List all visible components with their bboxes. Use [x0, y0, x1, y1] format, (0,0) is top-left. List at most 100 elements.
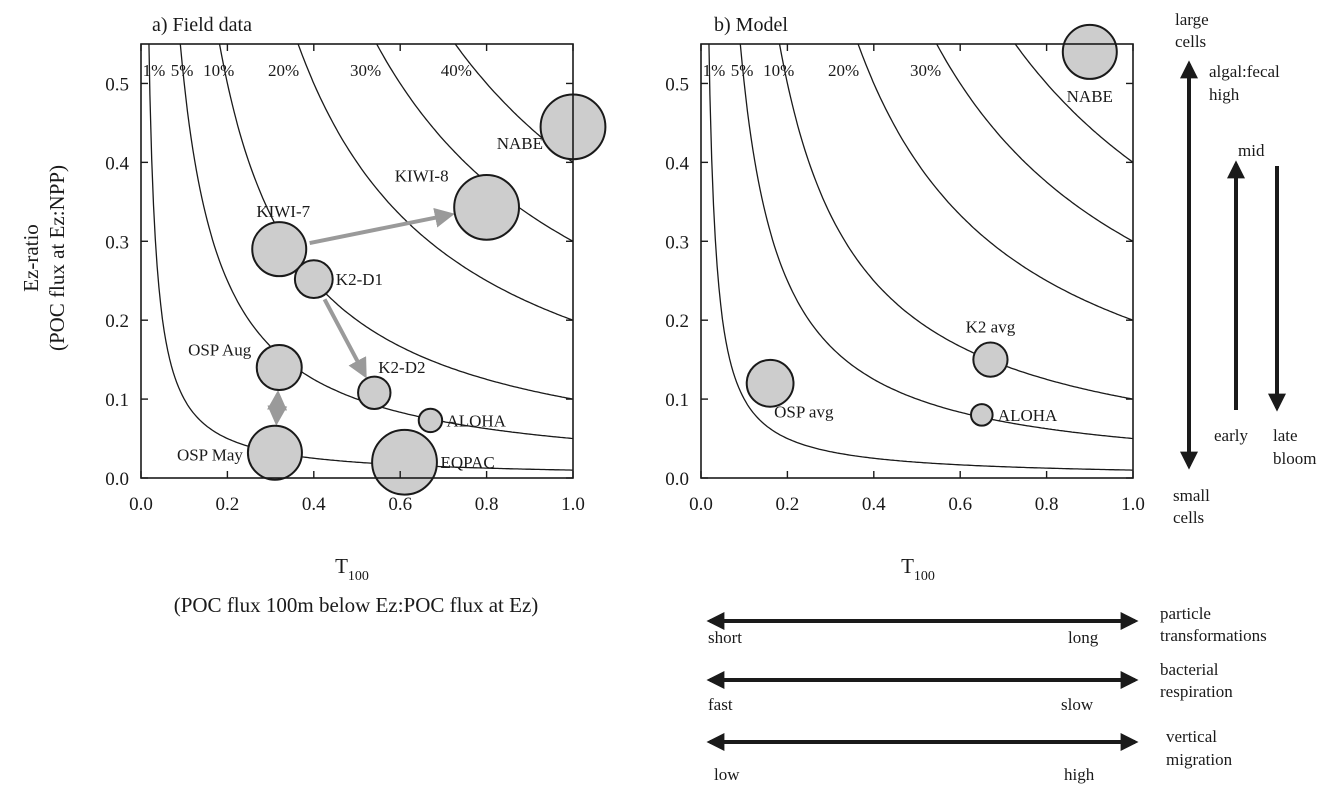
panel-a-xlabel-note: (POC flux 100m below Ez:POC flux at Ez): [174, 593, 539, 617]
contour-lines: [708, 44, 1133, 471]
transition-arrow: [322, 298, 367, 379]
point-label: ALOHA: [446, 411, 506, 430]
cells-top-label: cells: [1175, 32, 1206, 51]
contour-label: 1%: [143, 61, 166, 80]
data-point: [1061, 23, 1118, 80]
x-tick-label: 0.6: [388, 494, 412, 515]
data-point: [293, 259, 334, 300]
contour-line: [454, 44, 573, 163]
contour-label: 1%: [703, 61, 726, 80]
panel-a-xlabel-main: T: [335, 554, 348, 578]
algal-fecal-label: algal:fecal: [1209, 62, 1280, 81]
y-tick-label: 0.2: [665, 311, 689, 332]
x-tick-label: 1.0: [1121, 494, 1145, 515]
y-tick-label: 0.1: [105, 390, 129, 411]
x-tick-label: 0.8: [475, 494, 499, 515]
panel-a-xlabel-sub: 100: [348, 569, 369, 584]
data-point: [970, 403, 994, 427]
data-point: [453, 173, 521, 241]
contour-line: [1014, 44, 1133, 163]
contour-label: 20%: [828, 61, 859, 80]
large-label: large: [1175, 10, 1209, 29]
point-label: EQPAC: [441, 453, 495, 472]
point-label: ALOHA: [998, 406, 1058, 425]
contour-line: [708, 44, 1133, 471]
x-tick-label: 0.8: [1035, 494, 1059, 515]
y-tick-label: 0.5: [665, 74, 689, 95]
point-label: KIWI-8: [395, 166, 449, 185]
panel-b-xlabel-main: T: [901, 554, 914, 578]
data-point: [417, 407, 444, 434]
point-label: K2-D1: [336, 270, 383, 289]
point-label: K2 avg: [966, 318, 1016, 337]
data-point: [357, 375, 392, 410]
contour-line: [935, 44, 1133, 242]
high-bottom-label: high: [1064, 765, 1095, 784]
panel-a-title: a) Field data: [152, 14, 252, 36]
y-tick-label: 0.3: [105, 232, 129, 253]
y-tick-label: 0.0: [105, 469, 129, 490]
y-tick-label: 0.2: [105, 311, 129, 332]
panel-b-xlabel: T100: [901, 554, 935, 584]
bloom-label: bloom: [1273, 449, 1316, 468]
short-label: short: [708, 628, 742, 647]
contour-label: 40%: [441, 61, 472, 80]
respiration-label: respiration: [1160, 682, 1233, 701]
point-label: K2-D2: [378, 358, 425, 377]
legend-bloom: mid early late bloom: [1214, 141, 1316, 468]
legend-vertical: large cells algal:fecal high small cells: [1173, 10, 1280, 527]
panel-b-title: b) Model: [714, 14, 788, 36]
contour-line: [179, 44, 573, 440]
plot-frame: [140, 43, 574, 479]
contour-label: 5%: [731, 61, 754, 80]
contour-label: 30%: [910, 61, 941, 80]
high-top-label: high: [1209, 85, 1240, 104]
data-point: [371, 428, 438, 496]
data-point: [251, 221, 308, 278]
panel-a-ylabel-note: (POC flux at Ez:NPP): [45, 165, 69, 351]
cells-bottom-label: cells: [1173, 508, 1204, 527]
y-tick-label: 0.4: [105, 153, 129, 174]
x-tick-label: 0.4: [862, 494, 886, 515]
panel-a-plot: 1% 5% 10% 20% 30% 40% NABE KIWI-8 KIWI-7 K2-D1 OSP…: [105, 43, 607, 515]
early-label: early: [1214, 426, 1248, 445]
contour-label: 10%: [763, 61, 794, 80]
contour-label: 10%: [203, 61, 234, 80]
transition-arrow: [267, 389, 288, 426]
panel-b-xlabel-sub: 100: [914, 569, 935, 584]
data-point: [972, 341, 1009, 378]
x-tick-label: 1.0: [561, 494, 585, 515]
contour-label: 5%: [171, 61, 194, 80]
data-point: [255, 344, 303, 392]
y-tick-label: 0.3: [665, 232, 689, 253]
low-label: low: [714, 765, 740, 784]
fast-label: fast: [708, 695, 733, 714]
contour-line: [297, 44, 573, 321]
legend-horizontal: short long particle transformations fast…: [706, 604, 1267, 784]
vertical-label: vertical: [1166, 727, 1217, 746]
x-tick-label: 0.0: [689, 494, 713, 515]
y-tick-label: 0.4: [665, 153, 689, 174]
y-tick-label: 0.0: [665, 469, 689, 490]
bacterial-label: bacterial: [1160, 660, 1219, 679]
x-tick-label: 0.2: [216, 494, 240, 515]
mid-label: mid: [1238, 141, 1265, 160]
long-label: long: [1068, 628, 1099, 647]
x-tick-label: 0.6: [948, 494, 972, 515]
data-point: [745, 358, 795, 408]
small-label: small: [1173, 486, 1210, 505]
y-tick-label: 0.1: [665, 390, 689, 411]
contour-label: 30%: [350, 61, 381, 80]
point-label: NABE: [497, 134, 543, 153]
data-point: [246, 424, 303, 481]
x-tick-label: 0.2: [776, 494, 800, 515]
point-label: OSP May: [177, 446, 243, 465]
slow-label: slow: [1061, 695, 1094, 714]
late-label: late: [1273, 426, 1298, 445]
plot-frame: [700, 43, 1134, 479]
contour-line: [778, 44, 1133, 400]
contour-label: 20%: [268, 61, 299, 80]
contour-line: [218, 44, 573, 400]
